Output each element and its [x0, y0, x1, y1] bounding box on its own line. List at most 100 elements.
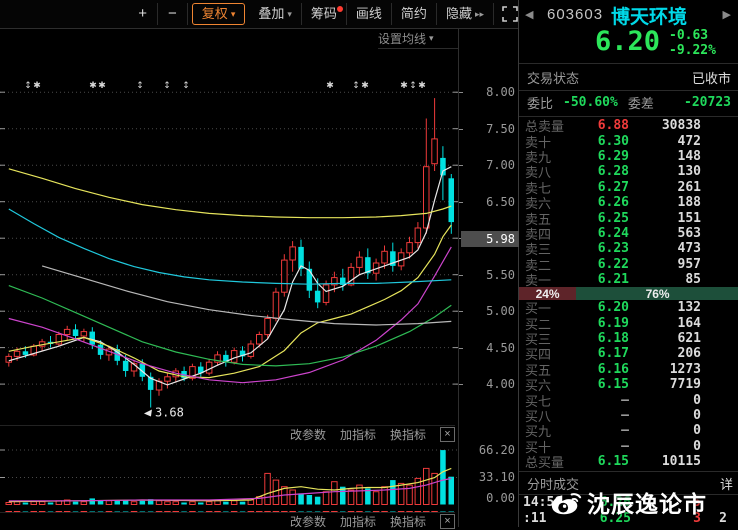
level-label: 卖十: [525, 134, 552, 150]
stock-name: 博天环境: [611, 7, 688, 28]
quote-header: ◀ 603603 博天环境 ▶ 6.20 -0.63 -9.22%: [519, 0, 738, 62]
level-volume: 10115: [661, 454, 701, 470]
close-icon[interactable]: ×: [440, 427, 455, 442]
bid-row[interactable]: 买三 6.18 621: [519, 330, 738, 347]
change-percent: -9.22%: [669, 43, 716, 58]
status-label: 交易状态: [527, 70, 580, 86]
price-adjust-label: 复权: [201, 6, 228, 21]
axis-tick: [459, 92, 463, 93]
hide-button[interactable]: 隐藏 ▸▸: [437, 3, 494, 25]
level-label: 买五: [525, 362, 552, 378]
level-price: —: [621, 392, 629, 408]
tick-list[interactable]: 14:56 6.26 5:11 6.25 3 2: [519, 494, 738, 526]
ma-settings-label: 设置均线: [378, 31, 427, 46]
quote-panel: ◀ 603603 博天环境 ▶ 6.20 -0.63 -9.22% 交易状态 已…: [518, 0, 738, 527]
price-tick-label: 8.00: [486, 85, 515, 99]
vol-ma-magenta: [8, 477, 452, 502]
ask-row[interactable]: 卖四 6.24 563: [519, 226, 738, 242]
tick-detail-button[interactable]: 详: [719, 476, 733, 492]
level-volume: 132: [677, 300, 701, 316]
svg-text:3.68: 3.68: [155, 405, 184, 419]
prev-stock-button[interactable]: ◀: [525, 9, 534, 21]
tick-time: 14:56: [523, 494, 563, 510]
level-label: 总买量: [525, 455, 565, 471]
ask-row[interactable]: 卖二 6.22 957: [519, 257, 738, 273]
level-price: 6.25: [597, 210, 629, 226]
weicha-label: 委差: [627, 96, 654, 111]
bid-row[interactable]: 买五 6.16 1273: [519, 362, 738, 378]
change-params-button[interactable]: 改参数: [289, 428, 326, 442]
double-arrow-icon: ▸▸: [474, 9, 484, 19]
switch-indicator-button[interactable]: 换指标: [389, 515, 426, 529]
level-label: 总卖量: [525, 119, 565, 135]
ask-row[interactable]: 卖七 6.27 261: [519, 179, 738, 196]
overlay-button[interactable]: 叠加 ▾: [249, 3, 302, 25]
level-price: 6.29: [597, 148, 629, 164]
last-price-axis-label: 5.98: [461, 231, 519, 247]
bid-row[interactable]: 买六 6.15 7719: [519, 377, 738, 393]
tick-extra: 2: [719, 510, 727, 526]
level-volume: 151: [677, 210, 701, 226]
bid-row[interactable]: 买八 — 0: [519, 407, 738, 424]
axis-tick: [459, 129, 463, 130]
price-tick-label: 5.00: [486, 304, 515, 318]
bid-row[interactable]: 买四 6.17 206: [519, 346, 738, 362]
kline-chart[interactable]: ↕ ✱ ✱ ✱ ↕ ↕ ↕ ✱ ↕ ✱ ✱ ↕ ✱ 3.68: [0, 28, 458, 425]
svg-text:✱: ✱: [361, 81, 369, 91]
bid-row[interactable]: 买二 6.19 164: [519, 315, 738, 332]
ask-row[interactable]: 卖九 6.29 148: [519, 148, 738, 165]
chips-label: 筹码: [310, 6, 337, 21]
axis-tick: [459, 202, 463, 203]
level-volume: 472: [677, 133, 701, 149]
ask-row[interactable]: 卖五 6.25 151: [519, 210, 738, 227]
bid-row[interactable]: 买九 — 0: [519, 423, 738, 440]
svg-text:↕: ↕: [24, 81, 32, 91]
ask-list: 总卖量 6.88 30838 卖十 6.30 472 卖九 6.29 148 卖八 6.28 130 卖…: [519, 118, 738, 288]
ask-row[interactable]: 卖八 6.28 130: [519, 164, 738, 181]
price-tick-label: 4.50: [486, 341, 515, 355]
next-stock-button[interactable]: ▶: [722, 9, 731, 21]
buy-ratio: 76%: [576, 287, 738, 301]
bid-row[interactable]: 买一 6.20 132: [519, 300, 738, 316]
ask-row[interactable]: 卖十 6.30 472: [519, 133, 738, 150]
level-label: 卖八: [525, 165, 552, 181]
draw-line-button[interactable]: 画线: [347, 3, 392, 25]
add-indicator-button[interactable]: 加指标: [339, 428, 376, 442]
switch-indicator-button[interactable]: 换指标: [389, 428, 426, 442]
svg-text:✱: ✱: [89, 81, 97, 91]
weicha-value: -20723: [684, 95, 731, 110]
level-volume: 206: [677, 346, 701, 362]
zoom-in-button[interactable]: +: [128, 3, 159, 25]
ask-row[interactable]: 卖三 6.23 473: [519, 241, 738, 257]
svg-text:✱: ✱: [418, 81, 426, 91]
total-sell-row[interactable]: 总卖量 6.88 30838: [519, 118, 738, 135]
tick-row: :11 6.25 3 2: [519, 510, 738, 526]
ma-settings-button[interactable]: 设置均线 ▾: [378, 30, 458, 49]
toolbar-spacer: [0, 0, 128, 28]
level-price: 6.27: [597, 179, 629, 195]
level-label: 买七: [525, 393, 552, 409]
ask-row[interactable]: 卖六 6.26 188: [519, 195, 738, 211]
level-price: 6.18: [597, 330, 629, 346]
level-volume: 261: [677, 179, 701, 195]
level-price: —: [621, 407, 629, 423]
bid-row[interactable]: 买十 — 0: [519, 439, 738, 455]
ask-row[interactable]: 卖一 6.21 85: [519, 272, 738, 288]
total-buy-row[interactable]: 总买量 6.15 10115: [519, 454, 738, 471]
level-label: 买九: [525, 424, 552, 440]
chips-button[interactable]: 筹码: [302, 3, 347, 25]
zoom-out-button[interactable]: −: [158, 3, 188, 25]
simple-mode-button[interactable]: 简约: [392, 3, 437, 25]
axis-tick: [459, 165, 463, 166]
ma-cyan-long: [8, 208, 452, 285]
volume-tick-label: 66.20: [478, 443, 515, 457]
fullscreen-icon[interactable]: [502, 6, 518, 22]
svg-text:↕: ↕: [136, 81, 144, 91]
volume-chart[interactable]: [0, 442, 458, 506]
add-indicator-button[interactable]: 加指标: [339, 515, 376, 529]
level-price: 6.21: [597, 272, 629, 288]
price-adjust-button[interactable]: 复权 ▾: [191, 3, 246, 25]
bid-row[interactable]: 买七 — 0: [519, 392, 738, 409]
change-params-button[interactable]: 改参数: [289, 515, 326, 529]
axis-tick: [459, 384, 463, 385]
